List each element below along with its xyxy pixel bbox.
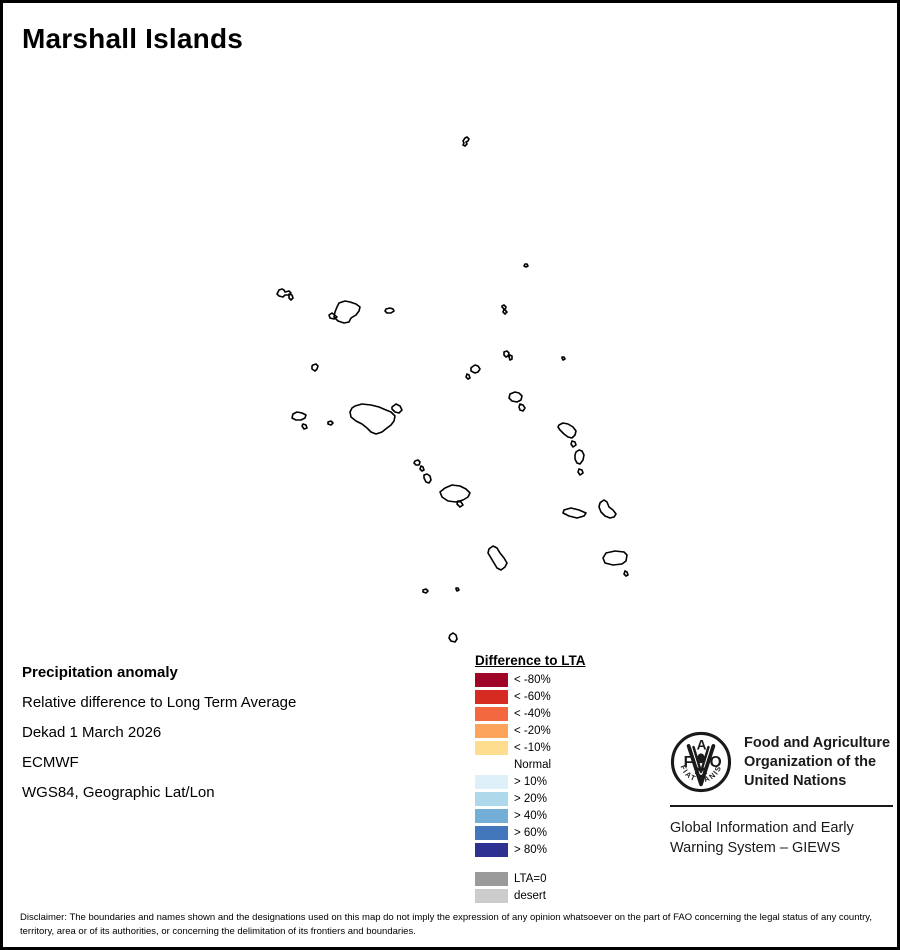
map-feature-jaluit-atoll[interactable]: [487, 545, 508, 571]
map-feature-bokak-atoll[interactable]: [462, 136, 470, 147]
legend-title: Difference to LTA: [475, 653, 586, 668]
legend-entry-label: Normal: [514, 759, 552, 771]
legend-entry-label: < -40%: [514, 708, 551, 720]
map-feature-ailuk-atoll[interactable]: [413, 459, 425, 472]
legend-entry-label: > 10%: [514, 776, 547, 788]
giews-programme-name: Global Information and Early Warning Sys…: [670, 818, 893, 858]
metadata-precipitation-anomaly: Precipitation anomaly: [22, 664, 178, 681]
metadata-relative-difference: Relative difference to Long Term Average: [22, 694, 297, 711]
legend-extra-label: LTA=0: [514, 873, 547, 885]
legend-entry-swatch: [475, 741, 508, 755]
map-feature-taka-atoll[interactable]: [503, 350, 513, 361]
map-metadata: Precipitation anomaly Relative differenc…: [22, 658, 452, 808]
legend-entry-row[interactable]: < -20%: [474, 723, 654, 740]
legend-entry-label: < -60%: [514, 691, 551, 703]
map-feature-rongelap-atoll[interactable]: [291, 411, 308, 430]
map-feature-mili-atoll[interactable]: [598, 499, 617, 519]
metadata-source: ECMWF: [22, 754, 79, 771]
fao-org-line-3: United Nations: [744, 772, 847, 789]
legend-extra-list: LTA=0 desert: [474, 871, 654, 905]
legend-entry-row[interactable]: > 60%: [474, 825, 654, 842]
legend-entry-list: < -80% < -60% < -40% < -20% < -10% Normal > 10…: [474, 672, 654, 859]
map-feature-bikini-atoll[interactable]: [311, 363, 319, 372]
fao-logo-icon: F A O FIAT PANIS: [670, 731, 732, 793]
map-feature-kwajalein-atoll[interactable]: [349, 403, 403, 435]
metadata-projection: WGS84, Geographic Lat/Lon: [22, 784, 215, 801]
map-feature-rongerik[interactable]: [384, 307, 395, 314]
map-legend: Difference to LTA < -80% < -60% < -40% < -2…: [474, 653, 654, 905]
metadata-dekad: Dekad 1 March 2026: [22, 724, 162, 741]
map-feature-wake-islet[interactable]: [523, 263, 529, 268]
fao-letter-a: A: [697, 738, 707, 753]
legend-entry-row[interactable]: < -60%: [474, 689, 654, 706]
legend-entry-swatch: [475, 826, 508, 840]
legend-entry-label: > 80%: [514, 844, 547, 856]
legend-entry-row[interactable]: > 20%: [474, 791, 654, 808]
legend-entry-swatch: [475, 843, 508, 857]
legend-entry-row[interactable]: > 80%: [474, 842, 654, 859]
map-svg: [6, 58, 897, 643]
legend-entry-label: > 40%: [514, 810, 547, 822]
legend-entry-swatch: [475, 707, 508, 721]
legend-entry-row[interactable]: < -80%: [474, 672, 654, 689]
legend-entry-row[interactable]: Normal: [474, 757, 654, 774]
legend-entry-label: > 60%: [514, 827, 547, 839]
map-feature-knox-atoll[interactable]: [602, 550, 629, 577]
legend-entry-row[interactable]: < -40%: [474, 706, 654, 723]
legend-extra-row[interactable]: LTA=0: [474, 871, 654, 888]
map-feature-enewetak-atoll[interactable]: [328, 300, 361, 324]
map-canvas[interactable]: [6, 58, 897, 643]
legend-entry-row[interactable]: > 40%: [474, 808, 654, 825]
legend-entry-label: > 20%: [514, 793, 547, 805]
legend-entry-swatch: [475, 690, 508, 704]
map-feature-namorik-islet[interactable]: [422, 588, 429, 594]
legend-extra-swatch: [475, 889, 508, 903]
map-feature-layer: [276, 136, 629, 643]
map-feature-kili-islet[interactable]: [455, 587, 460, 592]
map-feature-mejit-islet[interactable]: [561, 356, 566, 361]
fao-letter-f: F: [684, 754, 693, 771]
legend-extra-row[interactable]: desert: [474, 888, 654, 905]
fao-branding: F A O FIAT PANIS Food and Agriculture Or…: [670, 731, 893, 858]
map-feature-aur-atoll[interactable]: [423, 473, 432, 484]
legend-extra-label: desert: [514, 890, 546, 902]
giews-line-2: Warning System – GIEWS: [670, 840, 841, 856]
map-feature-majuro-atoll[interactable]: [439, 484, 471, 508]
fao-org-line-2: Organization of the: [744, 753, 877, 770]
legend-extra-swatch: [475, 872, 508, 886]
map-feature-utrik-atoll[interactable]: [465, 364, 481, 380]
fao-divider: [670, 805, 893, 807]
map-feature-ujelang-atoll[interactable]: [276, 288, 294, 301]
legend-entry-swatch: [475, 758, 508, 772]
giews-line-1: Global Information and Early: [670, 820, 854, 836]
legend-entry-label: < -80%: [514, 674, 551, 686]
fao-letter-o: O: [710, 754, 722, 771]
map-feature-arno-atoll[interactable]: [562, 507, 587, 519]
legend-entry-swatch: [475, 724, 508, 738]
legend-entry-swatch: [475, 809, 508, 823]
map-feature-likiep-atoll[interactable]: [327, 420, 334, 426]
map-feature-bikar-atoll[interactable]: [501, 304, 508, 315]
fao-organization-name: Food and Agriculture Organization of the…: [744, 734, 890, 791]
map-feature-erikub-atoll[interactable]: [557, 422, 577, 448]
map-feature-maloelap-atoll[interactable]: [574, 449, 585, 476]
map-background: [6, 58, 897, 643]
legend-spacer: [474, 859, 654, 871]
legend-entry-swatch: [475, 673, 508, 687]
map-feature-wotje-atoll[interactable]: [508, 391, 526, 412]
fao-header: F A O FIAT PANIS Food and Agriculture Or…: [670, 731, 893, 793]
page-title: Marshall Islands: [22, 23, 244, 54]
legend-entry-label: < -20%: [514, 725, 551, 737]
fao-org-line-1: Food and Agriculture: [744, 734, 891, 751]
disclaimer-text: Disclaimer: The boundaries and names sho…: [20, 912, 872, 937]
map-feature-ebon-atoll[interactable]: [448, 632, 458, 643]
legend-entry-row[interactable]: < -10%: [474, 740, 654, 757]
legend-entry-row[interactable]: > 10%: [474, 774, 654, 791]
legend-entry-swatch: [475, 775, 508, 789]
legend-entry-label: < -10%: [514, 742, 551, 754]
legend-entry-swatch: [475, 792, 508, 806]
